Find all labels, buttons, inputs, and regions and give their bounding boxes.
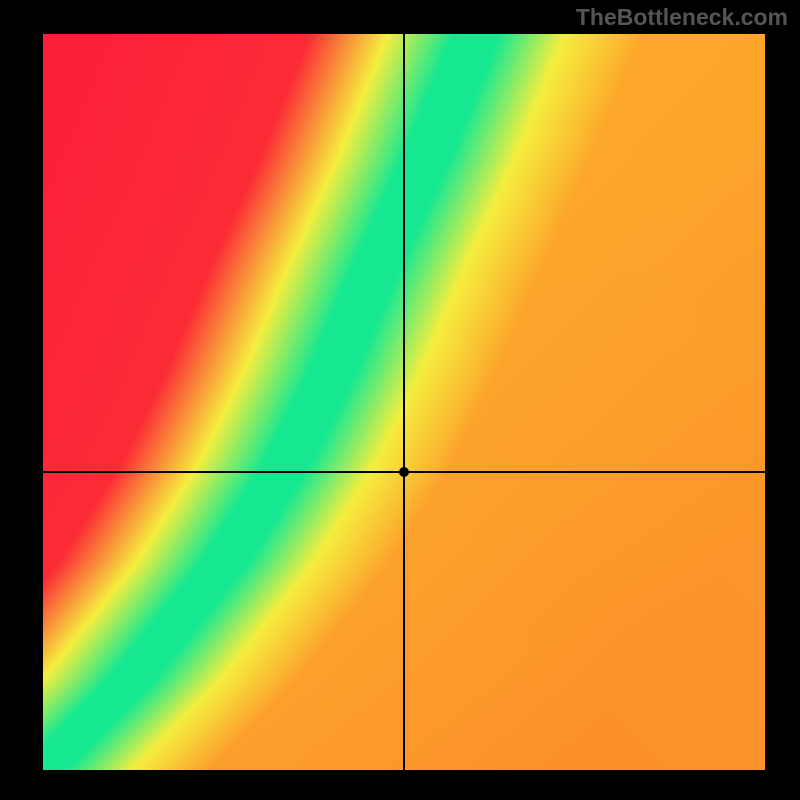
- watermark-text: TheBottleneck.com: [576, 4, 788, 31]
- crosshair-dot: [399, 467, 409, 477]
- chart-container: TheBottleneck.com: [0, 0, 800, 800]
- crosshair-vertical: [403, 34, 405, 770]
